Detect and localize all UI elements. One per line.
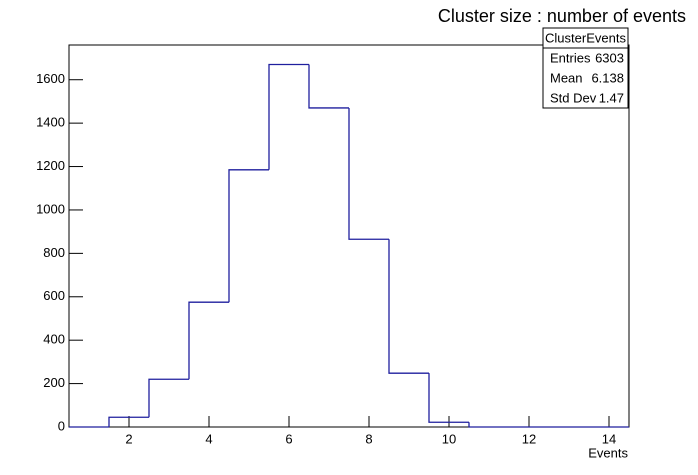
- stats-title: ClusterEvents: [545, 30, 626, 45]
- x-tick-label: 6: [285, 431, 292, 446]
- histogram-bin: [348, 107, 389, 240]
- stats-value: 6.138: [591, 70, 624, 85]
- histogram-bin: [228, 169, 269, 303]
- x-tick-label: 8: [365, 431, 372, 446]
- y-tick-label: 1200: [36, 158, 65, 173]
- stats-label: Mean: [550, 70, 583, 85]
- x-tick-label: 2: [125, 431, 132, 446]
- plot-frame: [68, 44, 630, 428]
- stats-label: Entries: [550, 50, 591, 65]
- y-tick-label: 400: [43, 332, 65, 347]
- y-tick-label: 600: [43, 288, 65, 303]
- stats-box: [542, 27, 629, 109]
- y-tick-label: 1400: [36, 115, 65, 130]
- histogram-bin: [428, 373, 469, 423]
- histogram-bin: [468, 422, 509, 428]
- y-tick-label: 200: [43, 375, 65, 390]
- stats-value: 1.47: [599, 90, 624, 105]
- y-tick-label: 800: [43, 245, 65, 260]
- stats-value: 6303: [595, 50, 624, 65]
- x-axis-label: Events: [588, 445, 628, 460]
- chart-title: Cluster size : number of events: [438, 6, 686, 26]
- histogram-bin: [108, 416, 149, 427]
- stats-label: Std Dev: [550, 90, 597, 105]
- histogram-bin: [268, 63, 309, 170]
- y-tick-label: 1000: [36, 201, 65, 216]
- x-tick-label: 14: [602, 431, 616, 446]
- x-tick-label: 10: [442, 431, 456, 446]
- x-tick-label: 12: [522, 431, 536, 446]
- x-tick-label: 4: [205, 431, 212, 446]
- histogram-bin: [388, 239, 429, 374]
- histogram-bin: [188, 301, 229, 380]
- histogram-bin: [308, 64, 349, 109]
- y-tick-label: 0: [58, 418, 65, 433]
- histogram-bin: [148, 378, 189, 418]
- y-tick-label: 1600: [36, 71, 65, 86]
